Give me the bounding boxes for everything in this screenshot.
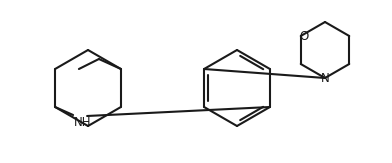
Text: O: O [299,30,309,43]
Text: NH: NH [74,116,92,129]
Text: N: N [321,72,329,84]
